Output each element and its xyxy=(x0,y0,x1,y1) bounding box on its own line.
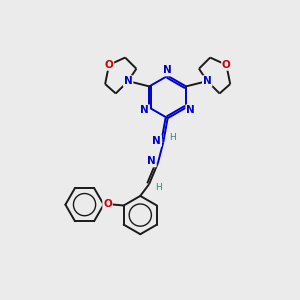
Text: N: N xyxy=(186,105,195,115)
Text: N: N xyxy=(163,65,172,76)
Text: H: H xyxy=(155,183,162,192)
Text: N: N xyxy=(152,136,161,146)
Text: N: N xyxy=(203,76,212,86)
Text: N: N xyxy=(147,157,156,166)
Text: O: O xyxy=(105,60,113,70)
Text: N: N xyxy=(140,105,149,115)
Text: H: H xyxy=(169,134,176,142)
Text: O: O xyxy=(222,60,231,70)
Text: O: O xyxy=(103,199,112,209)
Text: N: N xyxy=(124,76,133,86)
